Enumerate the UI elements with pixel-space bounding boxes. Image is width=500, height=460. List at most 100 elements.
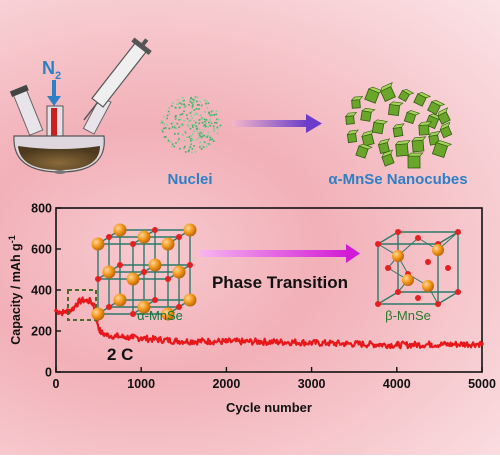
se-atom bbox=[117, 262, 123, 268]
nucleus bbox=[192, 100, 195, 103]
nucleus bbox=[198, 122, 201, 125]
nucleus bbox=[192, 139, 194, 142]
highlight-box bbox=[67, 289, 97, 321]
nanocube bbox=[395, 140, 411, 157]
nucleus bbox=[167, 110, 170, 113]
phase-transition-arrow bbox=[200, 244, 360, 263]
nucleus bbox=[166, 123, 168, 126]
nucleus bbox=[180, 124, 182, 127]
data-point bbox=[343, 341, 348, 346]
y-tick-label: 600 bbox=[31, 243, 52, 257]
nucleus bbox=[203, 141, 206, 143]
nucleus bbox=[213, 140, 215, 142]
nucleus bbox=[210, 122, 213, 125]
data-point bbox=[480, 341, 484, 346]
nucleus bbox=[171, 145, 173, 148]
nucleus bbox=[167, 140, 170, 142]
se-atom bbox=[176, 234, 182, 240]
y-axis-label-sup: -1 bbox=[7, 235, 17, 243]
nucleus bbox=[202, 134, 204, 137]
stir-bar bbox=[54, 170, 66, 174]
nucleus bbox=[190, 97, 192, 100]
data-point bbox=[71, 306, 75, 311]
nucleus bbox=[191, 124, 194, 127]
nucleus bbox=[190, 115, 192, 117]
nucleus bbox=[201, 135, 204, 138]
nucleus bbox=[198, 108, 200, 110]
nucleus bbox=[191, 123, 193, 126]
nucleus bbox=[168, 113, 171, 115]
nucleus bbox=[208, 143, 210, 145]
nucleus bbox=[209, 119, 211, 121]
nanocube bbox=[411, 136, 427, 153]
x-tick-label: 1000 bbox=[127, 377, 155, 391]
data-point bbox=[412, 342, 416, 347]
nucleus bbox=[212, 125, 215, 128]
synthesis-apparatus: N 2 bbox=[9, 37, 152, 174]
nucleus bbox=[160, 119, 163, 122]
se-atom bbox=[106, 304, 112, 310]
nucleus bbox=[195, 108, 198, 110]
x-tick-label: 2000 bbox=[212, 377, 240, 391]
y-tick-label: 800 bbox=[31, 202, 52, 216]
syringe bbox=[83, 37, 152, 121]
nucleus bbox=[206, 107, 209, 109]
data-point bbox=[74, 302, 79, 307]
nucleus bbox=[217, 127, 219, 130]
nucleus bbox=[193, 145, 195, 147]
nucleus bbox=[176, 103, 178, 105]
se-atom bbox=[445, 265, 451, 271]
nucleus bbox=[183, 120, 185, 122]
nucleus bbox=[191, 102, 193, 104]
nucleus bbox=[196, 113, 199, 116]
nucleus bbox=[164, 127, 167, 129]
data-point bbox=[156, 337, 161, 342]
nuclei-cloud bbox=[160, 96, 222, 154]
nucleus bbox=[191, 105, 194, 108]
data-point bbox=[61, 310, 65, 315]
data-point bbox=[57, 310, 62, 314]
alpha-label: α-MnSe bbox=[137, 308, 183, 323]
nucleus bbox=[195, 112, 197, 115]
nucleus bbox=[210, 121, 212, 124]
data-point bbox=[113, 334, 118, 338]
nucleus bbox=[166, 117, 168, 120]
nucleus bbox=[205, 125, 207, 128]
nucleus bbox=[203, 118, 206, 121]
nucleus bbox=[217, 118, 219, 121]
nucleus bbox=[189, 145, 192, 148]
nucleus bbox=[204, 111, 206, 113]
nucleus bbox=[177, 103, 180, 105]
se-atom bbox=[176, 304, 182, 310]
data-point bbox=[292, 340, 297, 344]
nucleus bbox=[178, 119, 180, 121]
nanocube bbox=[381, 149, 395, 167]
se-atom bbox=[152, 227, 158, 233]
nucleus bbox=[190, 119, 192, 122]
gas-arrow-head bbox=[47, 96, 61, 106]
nucleus bbox=[170, 127, 173, 130]
nucleus bbox=[200, 137, 203, 140]
nucleus bbox=[190, 111, 193, 113]
data-point bbox=[429, 342, 433, 347]
data-point bbox=[78, 299, 82, 304]
alpha-mnse-crystal bbox=[91, 223, 197, 321]
nucleus bbox=[189, 112, 192, 114]
nucleus bbox=[177, 99, 179, 101]
nucleus bbox=[204, 124, 206, 126]
nucleus bbox=[196, 103, 199, 106]
nucleus bbox=[195, 121, 197, 124]
nucleus bbox=[182, 134, 184, 136]
nucleus bbox=[174, 107, 177, 109]
nucleus bbox=[188, 125, 190, 128]
nucleus bbox=[194, 150, 197, 153]
nucleus bbox=[187, 124, 189, 126]
nucleus bbox=[162, 130, 164, 133]
nucleus bbox=[196, 100, 198, 103]
nucleus bbox=[204, 99, 206, 101]
data-point bbox=[84, 298, 89, 303]
data-point bbox=[122, 335, 126, 339]
mn-atom bbox=[183, 293, 197, 307]
nucleus bbox=[186, 136, 188, 138]
se-atom bbox=[385, 265, 391, 271]
